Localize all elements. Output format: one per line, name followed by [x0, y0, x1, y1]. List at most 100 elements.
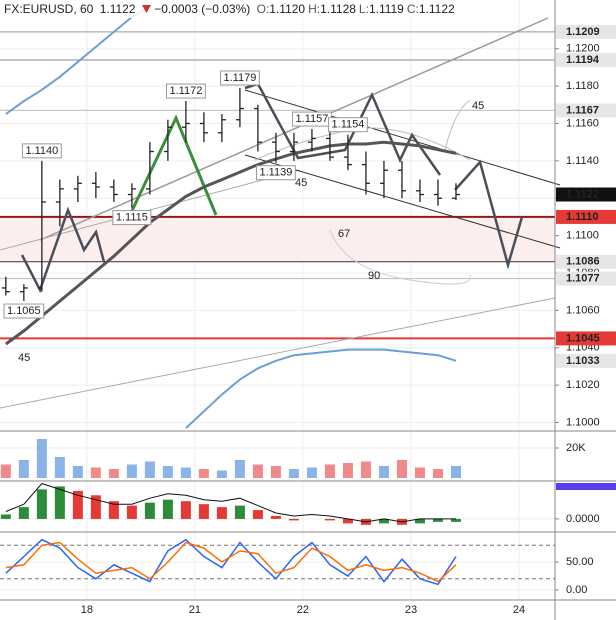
volume-bar — [378, 466, 389, 478]
macd-bar — [216, 507, 227, 519]
volume-bar — [342, 463, 353, 478]
y-tick-label: 1.1020 — [566, 379, 600, 391]
symbol-header: FX:EURUSD, 60 1.1122 −0.0003 (−0.03%) O:… — [0, 0, 465, 18]
macd-line — [5, 482, 456, 523]
volume-bar — [414, 467, 425, 478]
price-level-box — [556, 353, 616, 368]
macd-bar — [36, 489, 47, 519]
macd-bar — [108, 501, 119, 519]
price-level-label: 1.1122 — [566, 188, 599, 200]
volume-bar — [144, 461, 155, 478]
macd-bar — [180, 501, 191, 519]
ohlc-value: 1.1128 — [320, 2, 356, 16]
x-tick-label: 23 — [405, 604, 417, 616]
oscillator-line — [5, 538, 457, 586]
volume-bar — [180, 467, 191, 478]
price-level-box — [556, 52, 616, 67]
price-label-box — [112, 210, 152, 226]
last-price: 1.1122 — [99, 2, 136, 16]
volume-bar — [234, 460, 245, 478]
macd-bar — [450, 518, 461, 522]
symbol: FX:EURUSD, 60 — [4, 2, 94, 16]
overlay-line — [5, 4, 151, 115]
fan-arc — [329, 229, 471, 285]
price-level-box — [556, 271, 616, 286]
macd-bar — [0, 514, 11, 519]
volume-bar — [396, 460, 407, 478]
fan-label: 45 — [472, 100, 484, 112]
fan-label: 45 — [295, 177, 307, 189]
down-arrow — [141, 5, 151, 13]
volume-bar — [198, 469, 209, 478]
fan-label: 45 — [18, 352, 30, 364]
y-tick-label: 1.1160 — [566, 117, 599, 129]
y-tick-label: 20K — [566, 442, 586, 454]
volume-bar — [36, 439, 47, 478]
macd-bar — [252, 510, 263, 519]
volume-bar — [72, 466, 83, 478]
pattern-zigzag — [20, 206, 106, 294]
price-label-box — [21, 143, 62, 159]
volume-bar — [252, 464, 263, 478]
price-level-box — [556, 24, 616, 39]
volume-bar — [216, 470, 227, 478]
volume-bar — [0, 464, 11, 478]
macd-bar — [432, 518, 443, 522]
price-level-box — [556, 103, 616, 118]
price-level-box — [556, 254, 616, 269]
trend-line — [0, 169, 301, 251]
volume-bar — [270, 466, 281, 478]
y-tick-label: 1.1000 — [566, 416, 600, 428]
price-label-box — [165, 83, 206, 99]
ohlc-values: O:1.1120 H:1.1128 L:1.1119 C:1.1122 — [257, 2, 458, 16]
ohlc-value: 1.1122 — [418, 2, 455, 16]
x-tick-label: 24 — [513, 604, 525, 616]
volume-bar — [162, 466, 173, 478]
price-level-label: 1.1194 — [566, 54, 600, 66]
price-level-label: 1.1167 — [566, 104, 599, 116]
volume-bar — [360, 461, 371, 478]
ohlc-value: 1.1120 — [269, 2, 306, 16]
price-level-box — [556, 187, 616, 202]
volume-bar — [306, 467, 317, 478]
ohlc-key: C: — [406, 2, 419, 16]
macd-bar — [270, 515, 281, 519]
macd-bar — [342, 518, 353, 524]
x-tick-label: 18 — [81, 604, 93, 616]
price-label: 1.1140 — [25, 145, 58, 157]
channel-line — [244, 154, 561, 249]
drawing-tools — [0, 17, 561, 409]
y-tick-label: 1.1140 — [566, 155, 599, 167]
price-label: 1.1065 — [7, 305, 41, 317]
y-tick-label: 1.1200 — [566, 43, 600, 55]
fan-arc — [444, 99, 471, 151]
ohlc-value: 1.1119 — [368, 2, 404, 16]
price-level-label: 1.1086 — [566, 256, 600, 268]
price-level-label: 1.1077 — [566, 273, 600, 285]
volume-bar — [54, 457, 65, 478]
volume-bar — [18, 460, 29, 478]
price-level-label: 1.1045 — [566, 332, 600, 344]
price-level-label: 1.1033 — [566, 355, 600, 367]
overlay-line — [185, 348, 457, 429]
ohlc-key: O: — [256, 2, 270, 16]
price-label: 1.1179 — [224, 72, 257, 84]
pattern-zigzag — [128, 114, 218, 216]
volume-bar — [432, 469, 443, 478]
price-label: 1.1139 — [260, 167, 293, 179]
price-label-box — [220, 70, 260, 86]
y-tick-label: 0.0000 — [566, 513, 600, 525]
macd-bar — [378, 518, 389, 524]
price-level-label: 1.1209 — [566, 26, 600, 38]
price-level-box — [556, 331, 616, 346]
macd-bar — [198, 504, 209, 519]
change: −0.0003 (−0.03%) — [154, 2, 251, 16]
macd-bar — [288, 518, 299, 521]
channel-line — [244, 89, 561, 186]
macd-bar — [144, 502, 155, 519]
fan-label: 67 — [338, 228, 350, 240]
y-tick-label: 1.1060 — [566, 304, 600, 316]
y-tick-label: 0.00 — [566, 584, 587, 596]
